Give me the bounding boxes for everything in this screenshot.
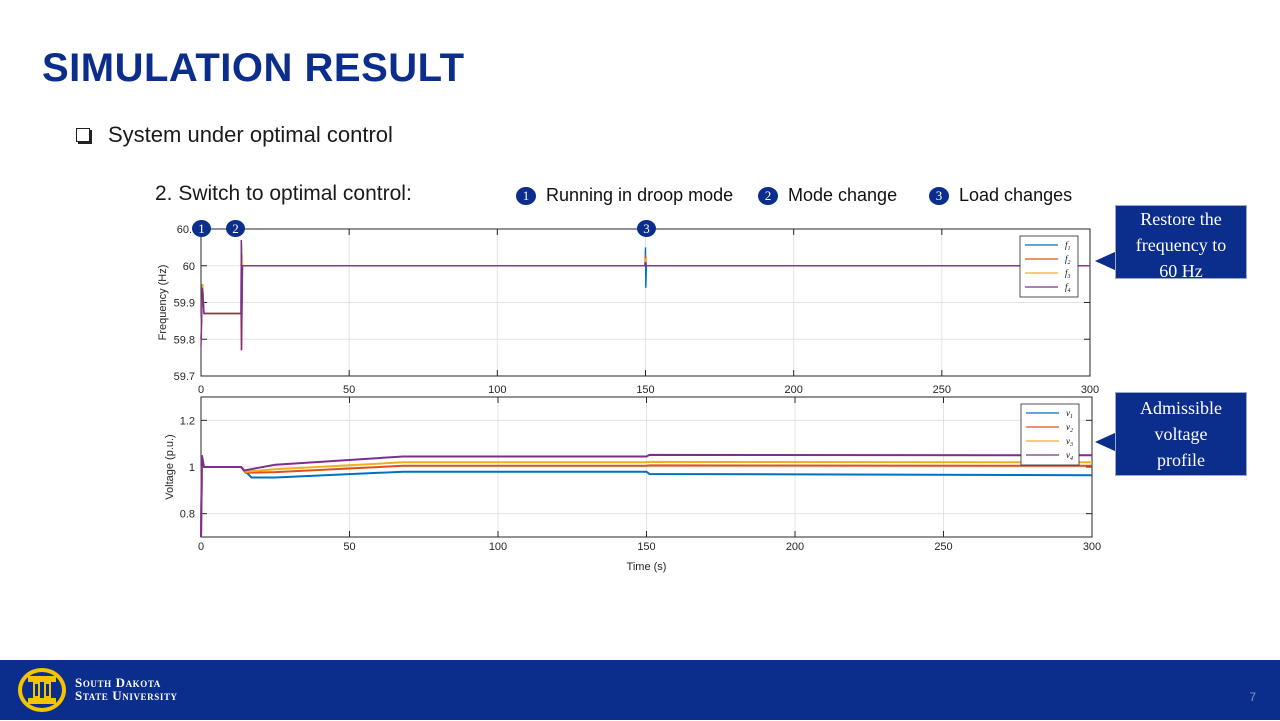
y-tick-label: 0.8 [180, 509, 195, 521]
callout-line: profile [1157, 450, 1205, 470]
x-tick-label: 0 [198, 541, 204, 553]
callout-line: Admissible [1139, 398, 1222, 418]
x-tick-label: 300 [1083, 541, 1101, 553]
checkbox-bullet-icon [76, 128, 90, 142]
event-label: Mode change [788, 185, 898, 205]
legend-label-v1: v1 [1066, 408, 1073, 420]
series-line-f4 [200, 239, 1090, 351]
y-tick-label: 59.8 [174, 334, 195, 346]
event-legend-2: 2 Mode change [758, 185, 897, 206]
university-name: South Dakota State University [75, 676, 178, 702]
x-tick-label: 200 [784, 384, 802, 396]
callout-line: 60 Hz [1159, 261, 1203, 281]
university-logo-icon [16, 664, 68, 721]
page-number: 7 [1249, 690, 1256, 704]
event-label: Running in droop mode [546, 185, 734, 205]
slide-title: SIMULATION RESULT [42, 46, 465, 90]
x-tick-label: 150 [636, 384, 654, 396]
footer-bar: South Dakota State University 7 [0, 660, 1280, 720]
plot-event-badge-1: 1 [192, 220, 211, 237]
x-tick-label: 250 [934, 541, 952, 553]
y-axis-label: Voltage (p.u.) [164, 434, 176, 499]
callout-line: Restore the [1140, 209, 1222, 229]
university-name-line1: South Dakota [75, 675, 161, 690]
subheading: 2. Switch to optimal control: [155, 182, 412, 205]
event-number-badge: 2 [758, 186, 778, 205]
bullet-item: System under optimal control [76, 122, 393, 148]
x-tick-label: 100 [488, 384, 506, 396]
legend-label-v2: v2 [1066, 422, 1073, 434]
frequency-callout: Restore the frequency to 60 Hz [1115, 205, 1247, 281]
x-axis-label: Time (s) [627, 561, 667, 573]
university-name-line2: State University [75, 688, 178, 703]
event-number-badge: 3 [929, 186, 949, 205]
y-tick-label: 59.9 [174, 298, 195, 310]
legend-label-f3: f3 [1065, 268, 1071, 280]
callout-line: voltage [1154, 424, 1208, 444]
y-tick-label: 1 [189, 462, 195, 474]
legend-label-f1: f1 [1065, 240, 1071, 252]
y-axis-label: Frequency (Hz) [157, 265, 169, 341]
x-tick-label: 0 [198, 384, 204, 396]
callout-arrow-icon [1095, 251, 1117, 271]
series-line-v4 [200, 453, 1093, 538]
plot-event-badge-2: 2 [226, 220, 245, 237]
x-tick-label: 150 [637, 541, 655, 553]
x-tick-label: 50 [343, 384, 355, 396]
event-legend-3: 3 Load changes [929, 185, 1072, 206]
plot-event-badge-3: 3 [637, 220, 656, 237]
x-tick-label: 50 [343, 541, 355, 553]
event-legend-1: 1 Running in droop mode [516, 185, 733, 206]
legend-label-f2: f2 [1065, 254, 1071, 266]
voltage-callout: Admissible voltage profile [1115, 392, 1247, 476]
legend-label-f4: f4 [1065, 282, 1071, 294]
callout-arrow-icon [1095, 432, 1117, 452]
event-label: Load changes [959, 185, 1073, 205]
x-tick-label: 100 [489, 541, 507, 553]
y-tick-label: 1.2 [180, 415, 195, 427]
y-tick-label-top: 60. [177, 224, 192, 236]
y-tick-label: 60 [183, 261, 195, 273]
x-tick-label: 250 [933, 384, 951, 396]
x-tick-label: 300 [1081, 384, 1099, 396]
legend-label-v4: v4 [1066, 450, 1073, 462]
x-tick-label: 200 [786, 541, 804, 553]
event-number-badge: 1 [516, 186, 536, 205]
callout-line: frequency to [1135, 235, 1227, 255]
simulation-charts: 0 50 100 150 200 250 30059.759.859.96060.Frequ… [157, 224, 1101, 573]
legend-label-v3: v3 [1066, 436, 1073, 448]
y-tick-label: 59.7 [174, 371, 195, 383]
bullet-text: System under optimal control [108, 122, 393, 147]
